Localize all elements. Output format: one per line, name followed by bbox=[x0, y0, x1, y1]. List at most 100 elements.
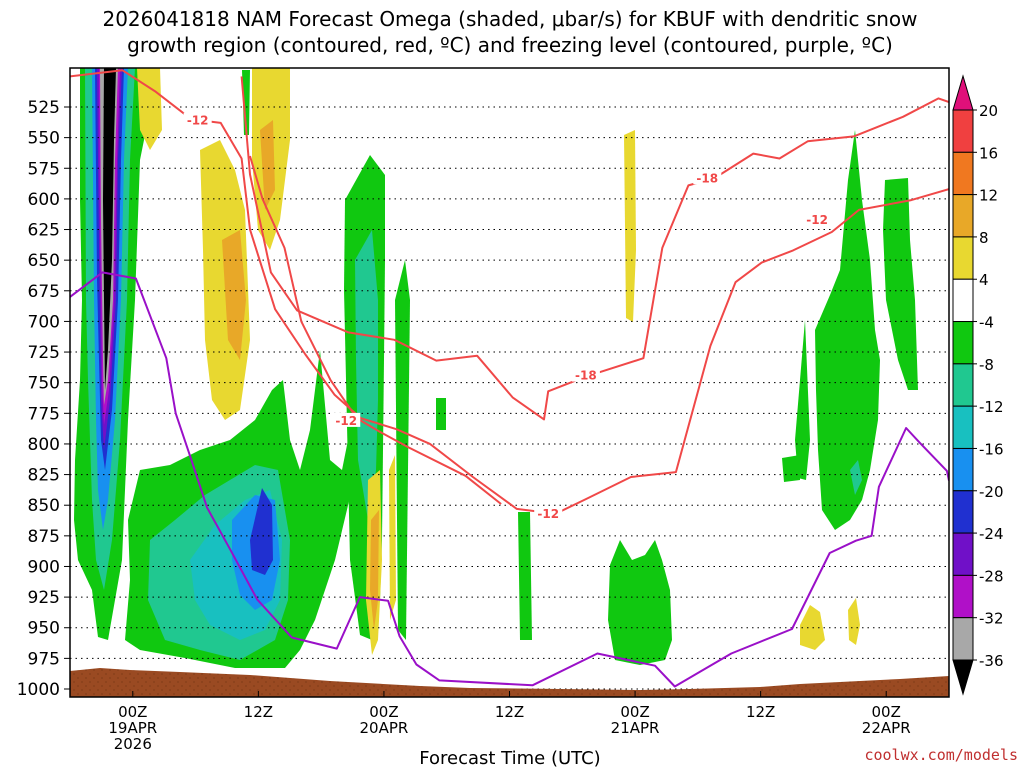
colorbar-label: -20 bbox=[979, 483, 1004, 501]
omega-region-teal-late bbox=[850, 460, 862, 495]
omega-region-yellow-aloft-1 bbox=[137, 68, 162, 150]
y-tick-label: 575 bbox=[28, 159, 60, 179]
colorbar-label: -12 bbox=[979, 398, 1004, 416]
x-tick-label: 19APR bbox=[108, 719, 157, 737]
y-tick-label: 850 bbox=[28, 496, 60, 516]
contour-label-bg bbox=[183, 112, 212, 127]
x-tick-label: 20APR bbox=[360, 719, 409, 737]
y-tick-label: 750 bbox=[28, 374, 60, 394]
colorbar-label: -16 bbox=[979, 440, 1004, 458]
omega-region-yellow-mid bbox=[624, 130, 636, 322]
contour-label: -18 bbox=[575, 369, 597, 383]
omega-region-green-small-2 bbox=[518, 512, 532, 640]
y-tick-label: 650 bbox=[28, 251, 60, 271]
colorbar-top-triangle bbox=[952, 74, 974, 111]
colorbar-label: 4 bbox=[979, 271, 989, 289]
x-tick-label: 00Z bbox=[369, 703, 398, 721]
colorbar-bin bbox=[952, 278, 974, 323]
omega-region-teal-column bbox=[355, 230, 378, 520]
x-tick-label: 00Z bbox=[118, 703, 147, 721]
x-tick-label: 00Z bbox=[872, 703, 901, 721]
colorbar-bin bbox=[952, 363, 974, 407]
omega-region-green-late-3 bbox=[815, 130, 880, 530]
contour-label-bg bbox=[693, 170, 722, 185]
chart-title-line-1: 2026041818 NAM Forecast Omega (shaded, μ… bbox=[102, 7, 917, 31]
colorbar-bin bbox=[952, 194, 974, 238]
y-tick-label: 775 bbox=[28, 404, 60, 424]
y-tick-label: 600 bbox=[28, 190, 60, 210]
y-tick-label: 825 bbox=[28, 466, 60, 486]
y-axis: 525 550 575 600 625 650 675 700 725 750 775 800 825 8… bbox=[17, 98, 70, 700]
omega-region-darkblue-broad bbox=[250, 488, 273, 575]
colorbar-bin bbox=[952, 574, 974, 619]
omega-region-green-thin bbox=[395, 260, 410, 640]
freezing-level-contour bbox=[70, 271, 949, 688]
colorbar-bin bbox=[952, 405, 974, 449]
colorbar-bottom-triangle bbox=[952, 659, 974, 696]
contour-label-bg bbox=[571, 367, 600, 382]
plot-area: -12 -18 -12 -18 -12 -12 bbox=[70, 68, 949, 697]
x-tick-label: 12Z bbox=[495, 703, 524, 721]
contour-label-bg bbox=[332, 412, 361, 427]
contour-label-bg bbox=[803, 211, 832, 226]
omega-region-yellow-thin bbox=[389, 455, 396, 620]
contour-label: -12 bbox=[537, 507, 559, 521]
y-tick-label: 675 bbox=[28, 282, 60, 302]
y-tick-label: 925 bbox=[28, 588, 60, 608]
colorbar-label: 12 bbox=[979, 187, 998, 205]
x-tick-label: 12Z bbox=[244, 703, 273, 721]
contour-label: -18 bbox=[696, 171, 718, 185]
dgz-contour-line bbox=[70, 69, 949, 515]
y-tick-label: 975 bbox=[28, 649, 60, 669]
omega-region-green-late-1 bbox=[782, 455, 800, 482]
chart-title-line-2: growth region (contoured, red, ºC) and f… bbox=[127, 33, 893, 57]
contour-label: -12 bbox=[187, 114, 209, 128]
y-tick-label: 800 bbox=[28, 435, 60, 455]
colorbar-bin bbox=[952, 617, 974, 661]
contour-label: -12 bbox=[335, 414, 357, 428]
colorbar-bin bbox=[952, 447, 974, 492]
contour-label-bg bbox=[534, 506, 563, 521]
colorbar-label: -24 bbox=[979, 525, 1004, 543]
x-tick-label: 2026 bbox=[114, 735, 152, 753]
colorbar-label: -36 bbox=[979, 652, 1004, 670]
x-tick-label: 00Z bbox=[620, 703, 649, 721]
colorbar-label: -8 bbox=[979, 356, 994, 374]
ground-surface bbox=[70, 668, 949, 697]
freezing-level-line bbox=[70, 271, 949, 688]
y-tick-label: 725 bbox=[28, 343, 60, 363]
y-tick-label: 875 bbox=[28, 527, 60, 547]
colorbar-bin bbox=[952, 532, 974, 576]
colorbar: 20 16 12 8 4 -4 -8 -12 -16 -20 -24 -28 -32 -36 bbox=[952, 74, 1004, 696]
colorbar-label: 8 bbox=[979, 229, 989, 247]
dgz-contour-line bbox=[249, 155, 502, 505]
contour-label: -12 bbox=[806, 213, 828, 227]
x-tick-label: 22APR bbox=[862, 719, 911, 737]
omega-region-yellow-late-2 bbox=[848, 598, 860, 645]
colorbar-bin bbox=[952, 321, 974, 365]
omega-region-green-small-1 bbox=[436, 398, 446, 430]
colorbar-label: -4 bbox=[979, 314, 994, 332]
colorbar-bin bbox=[952, 109, 974, 153]
colorbar-label: -32 bbox=[979, 610, 1004, 628]
colorbar-label: 16 bbox=[979, 144, 998, 162]
y-tick-label: 700 bbox=[28, 312, 60, 332]
omega-region-green-late-2 bbox=[795, 320, 810, 480]
y-tick-label: 525 bbox=[28, 98, 60, 118]
y-tick-label: 950 bbox=[28, 619, 60, 639]
x-tick-label: 12Z bbox=[746, 703, 775, 721]
colorbar-bin bbox=[952, 236, 974, 280]
colorbar-label: 20 bbox=[979, 102, 998, 120]
omega-region-green-late-4 bbox=[883, 178, 918, 390]
colorbar-label: -28 bbox=[979, 567, 1004, 585]
credit-text: coolwx.com/models bbox=[864, 746, 1018, 764]
x-tick-label: 21APR bbox=[611, 719, 660, 737]
y-tick-label: 1000 bbox=[17, 680, 60, 700]
omega-region-green-blob bbox=[608, 540, 672, 665]
x-axis-label: Forecast Time (UTC) bbox=[419, 748, 600, 768]
omega-region-orange-aloft bbox=[222, 230, 246, 360]
y-tick-label: 625 bbox=[28, 221, 60, 241]
contour-labels: -12 -18 -12 -18 -12 -12 bbox=[183, 112, 832, 521]
